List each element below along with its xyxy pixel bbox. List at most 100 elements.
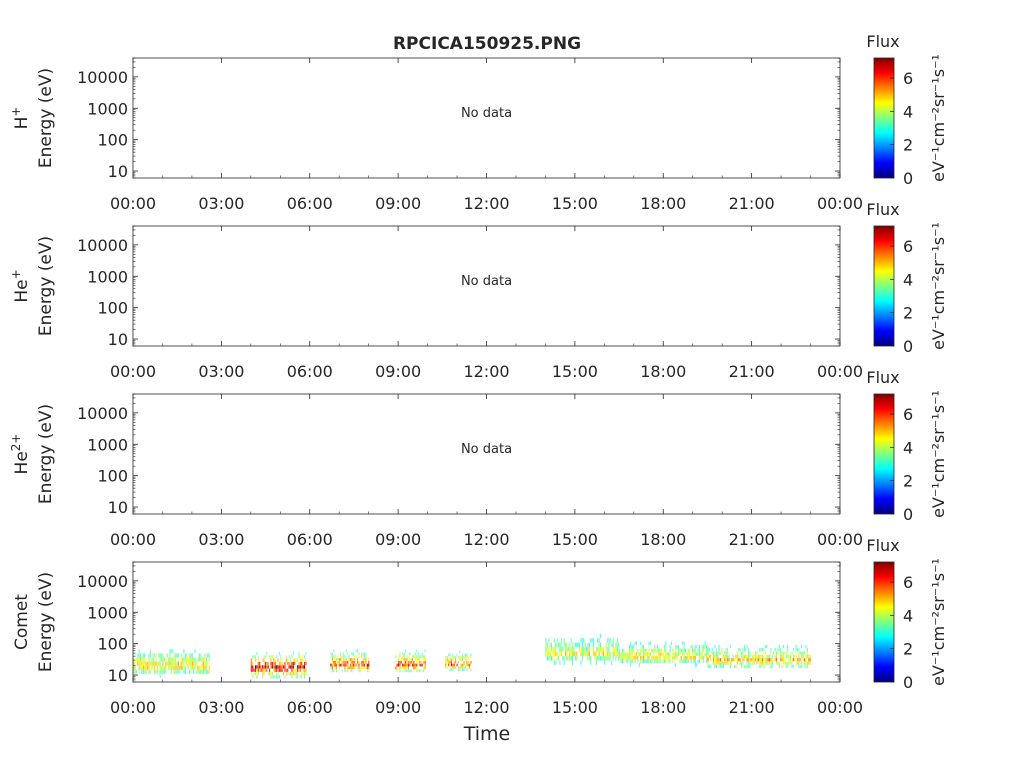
y-tick-label: 10000 bbox=[77, 572, 128, 591]
x-tick-label: 00:00 bbox=[817, 698, 863, 717]
colorbar-unit-label: eV⁻¹cm⁻²sr⁻¹s⁻¹ bbox=[929, 558, 948, 686]
y-axis-species: He2+ bbox=[9, 434, 32, 475]
y-axis-label: H+ Energy (eV) bbox=[9, 68, 56, 168]
y-axis-species-name: H bbox=[12, 117, 32, 130]
chart-title: RPCICA150925.PNG bbox=[393, 34, 581, 54]
x-tick-label: 00:00 bbox=[817, 194, 863, 213]
x-tick-label: 09:00 bbox=[375, 530, 421, 549]
colorbar-title: Flux bbox=[866, 32, 899, 51]
y-tick-label: 1000 bbox=[87, 99, 128, 118]
y-tick-label: 10000 bbox=[77, 236, 128, 255]
y-tick-label: 1000 bbox=[87, 435, 128, 454]
y-tick-label: 100 bbox=[97, 635, 128, 654]
y-tick-label: 1000 bbox=[87, 603, 128, 622]
x-tick-label: 03:00 bbox=[198, 362, 244, 381]
colorbar-unit-label: eV⁻¹cm⁻²sr⁻¹s⁻¹ bbox=[929, 54, 948, 182]
colorbar-unit-label: eV⁻¹cm⁻²sr⁻¹s⁻¹ bbox=[929, 390, 948, 518]
colorbar-tick-label: 2 bbox=[903, 640, 913, 659]
no-data-label: No data bbox=[461, 274, 512, 289]
x-tick-label: 21:00 bbox=[729, 530, 775, 549]
axes-box bbox=[132, 561, 841, 683]
y-axis-species-charge: + bbox=[9, 107, 23, 117]
x-tick-label: 00:00 bbox=[817, 530, 863, 549]
no-data-label: No data bbox=[461, 106, 512, 121]
colorbar-tick-label: 4 bbox=[903, 270, 913, 289]
colorbar-tick-label: 6 bbox=[903, 69, 913, 88]
heatmap-data bbox=[133, 633, 811, 679]
y-axis-species-charge: + bbox=[9, 269, 23, 279]
y-axis-species: He+ bbox=[9, 269, 32, 302]
heatmap-block-5 bbox=[545, 633, 620, 666]
x-tick-label: 21:00 bbox=[729, 362, 775, 381]
colorbar-tick-label: 4 bbox=[903, 438, 913, 457]
x-tick-label: 18:00 bbox=[640, 698, 686, 717]
colorbar-title: Flux bbox=[866, 200, 899, 219]
x-tick-label: 18:00 bbox=[640, 530, 686, 549]
x-tick-label: 21:00 bbox=[729, 194, 775, 213]
x-tick-label: 03:00 bbox=[198, 530, 244, 549]
heatmap-block-3 bbox=[395, 649, 426, 673]
y-tick-label: 10000 bbox=[77, 68, 128, 87]
colorbar-tick-label: 2 bbox=[903, 136, 913, 155]
y-tick-label: 100 bbox=[97, 467, 128, 486]
y-tick-label: 10 bbox=[108, 666, 128, 685]
panel-comet: 00:00 03:00 06:00 09:00 12:00 15:00 18:00 21:00… bbox=[12, 536, 948, 717]
y-axis-species-name: He bbox=[12, 451, 32, 474]
x-tick-label: 00:00 bbox=[110, 362, 156, 381]
y-axis-species-name: He bbox=[12, 279, 32, 302]
colorbar-tick-label: 4 bbox=[903, 606, 913, 625]
colorbar-gradient-rect bbox=[873, 393, 895, 515]
colorbar-tick-label: 0 bbox=[903, 505, 913, 524]
y-tick-label: 10 bbox=[108, 162, 128, 181]
colorbar-tick-label: 4 bbox=[903, 102, 913, 121]
x-tick-label: 15:00 bbox=[552, 698, 598, 717]
panel-heplus: 00:00 03:00 06:00 09:00 12:00 15:00 18:00 21:00… bbox=[9, 200, 948, 381]
x-tick-label: 15:00 bbox=[552, 194, 598, 213]
colorbar-tick-label: 2 bbox=[903, 304, 913, 323]
colorbar-title: Flux bbox=[866, 536, 899, 555]
y-tick-label: 100 bbox=[97, 131, 128, 150]
x-tick-label: 06:00 bbox=[287, 194, 333, 213]
panels: 00:00 03:00 06:00 09:00 12:00 15:00 18:00 21:00… bbox=[9, 32, 948, 717]
colorbar-tick-label: 0 bbox=[903, 337, 913, 356]
x-tick-label: 12:00 bbox=[463, 194, 509, 213]
y-axis-species: Comet bbox=[12, 594, 32, 650]
colorbar-tick-label: 0 bbox=[903, 169, 913, 188]
y-axis-units: Energy (eV) bbox=[36, 572, 56, 672]
y-tick-label: 10 bbox=[108, 498, 128, 517]
x-tick-label: 00:00 bbox=[817, 362, 863, 381]
x-tick-label: 03:00 bbox=[198, 698, 244, 717]
panel-he2plus: 00:00 03:00 06:00 09:00 12:00 15:00 18:00 21:00… bbox=[9, 368, 948, 549]
y-tick-label: 10000 bbox=[77, 404, 128, 423]
heatmap-block-1 bbox=[250, 651, 307, 679]
x-tick-label: 12:00 bbox=[463, 530, 509, 549]
x-tick-label: 09:00 bbox=[375, 194, 421, 213]
heatmap-block-6 bbox=[619, 641, 709, 667]
y-axis-species-name: Comet bbox=[12, 594, 32, 650]
y-axis-units: Energy (eV) bbox=[36, 68, 56, 168]
x-tick-label: 09:00 bbox=[375, 362, 421, 381]
x-tick-label: 09:00 bbox=[375, 698, 421, 717]
heatmap-block-0 bbox=[133, 649, 210, 678]
y-axis-units: Energy (eV) bbox=[36, 236, 56, 336]
heatmap-block-2 bbox=[330, 649, 370, 673]
x-tick-label: 00:00 bbox=[110, 194, 156, 213]
x-tick-label: 18:00 bbox=[640, 362, 686, 381]
colorbar-gradient-rect bbox=[873, 225, 895, 347]
y-tick-label: 10 bbox=[108, 330, 128, 349]
heatmap-block-7 bbox=[707, 644, 811, 669]
y-axis-label: Comet Energy (eV) bbox=[12, 572, 56, 672]
y-axis-label: He2+ Energy (eV) bbox=[9, 404, 56, 504]
colorbar-unit-label: eV⁻¹cm⁻²sr⁻¹s⁻¹ bbox=[929, 222, 948, 350]
x-tick-label: 15:00 bbox=[552, 362, 598, 381]
colorbar-title: Flux bbox=[866, 368, 899, 387]
colorbar-tick-label: 6 bbox=[903, 405, 913, 424]
x-tick-label: 03:00 bbox=[198, 194, 244, 213]
x-tick-label: 06:00 bbox=[287, 530, 333, 549]
x-tick-label: 00:00 bbox=[110, 530, 156, 549]
heatmap-block-4 bbox=[445, 651, 472, 672]
x-tick-label: 00:00 bbox=[110, 698, 156, 717]
